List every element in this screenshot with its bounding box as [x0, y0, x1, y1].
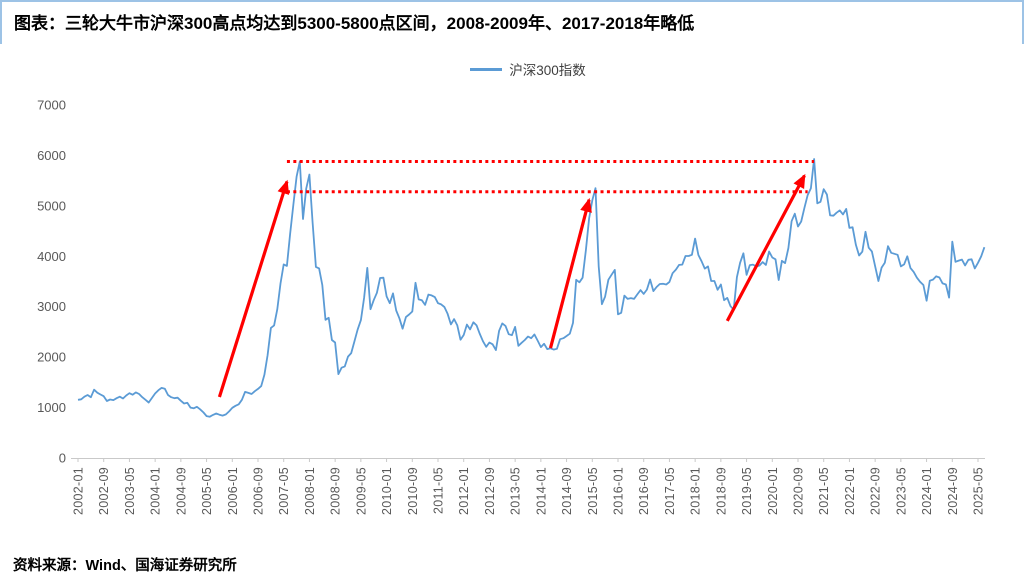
y-axis-tick-label: 3000 — [37, 299, 66, 314]
x-axis-tick-label: 2010-01 — [380, 467, 394, 515]
x-axis-tick-label: 2003-05 — [123, 467, 137, 515]
x-axis-tick-label: 2024-01 — [920, 467, 934, 515]
y-axis-tick-label: 4000 — [37, 249, 66, 264]
x-axis-tick-label: 2009-05 — [354, 467, 368, 515]
x-axis-tick-label: 2004-01 — [149, 467, 163, 515]
legend-line-marker — [470, 67, 503, 71]
x-axis-tick-label: 2018-01 — [689, 467, 703, 515]
x-axis-tick-label: 2013-05 — [509, 467, 523, 515]
csi300-series-line — [77, 158, 986, 418]
x-axis-tick-label: 2021-05 — [817, 467, 831, 515]
y-axis-tick-label: 2000 — [37, 350, 66, 365]
x-axis-tick-label: 2020-01 — [766, 467, 780, 515]
x-axis-tick-label: 2006-09 — [252, 467, 266, 515]
x-axis-tick-label: 2024-09 — [946, 467, 960, 515]
x-axis-tick-label: 2010-09 — [406, 467, 420, 515]
x-axis-tick-label: 2023-05 — [894, 467, 908, 515]
x-axis-tick-label: 2014-01 — [534, 467, 548, 515]
y-axis-tick-label: 1000 — [37, 400, 66, 415]
source-note: 资料来源：Wind、国海证券研究所 — [13, 558, 237, 574]
x-axis-tick-label: 2017-05 — [663, 467, 677, 515]
y-axis-tick-label: 5000 — [37, 198, 66, 213]
x-axis-tick-label: 2012-09 — [483, 467, 497, 515]
x-axis-tick-label: 2006-01 — [226, 467, 240, 515]
figure-title: 图表：三轮大牛市沪深300高点均达到5300-5800点区间，2008-2009… — [0, 0, 1024, 44]
x-axis-tick-label: 2012-01 — [457, 467, 471, 515]
x-axis-tick-label: 2015-05 — [586, 467, 600, 515]
y-axis-tick-label: 0 — [59, 451, 66, 466]
x-axis-tick-label: 2022-01 — [843, 467, 857, 515]
y-axis-tick-label: 7000 — [37, 98, 66, 113]
x-axis-tick-label: 2022-09 — [869, 467, 883, 515]
x-axis-tick-label: 2005-05 — [200, 467, 214, 515]
chart-legend: 沪深300指数 — [78, 59, 978, 79]
x-axis-tick-label: 2011-05 — [432, 467, 446, 514]
x-axis-tick-label: 2008-01 — [303, 467, 317, 515]
x-axis-tick-label: 2002-09 — [97, 467, 111, 515]
x-axis-tick-label: 2014-09 — [560, 467, 574, 515]
legend-series-label: 沪深300指数 — [509, 63, 586, 78]
x-axis-tick-label: 2018-09 — [714, 467, 728, 515]
x-axis-tick-label: 2004-09 — [174, 467, 188, 515]
x-axis-tick-label: 2019-05 — [740, 467, 754, 515]
x-axis-tick-label: 2002-01 — [72, 467, 86, 515]
x-axis-tick-label: 2016-01 — [612, 467, 626, 515]
y-axis-tick-label: 6000 — [37, 148, 66, 163]
x-axis-tick-label: 2020-09 — [792, 467, 806, 515]
bull-market-arrow — [725, 173, 806, 322]
x-axis-tick-label: 2007-05 — [277, 467, 291, 515]
bull-market-arrow — [548, 197, 592, 349]
x-axis-tick-label: 2025-05 — [972, 467, 986, 515]
bull-market-arrow — [217, 179, 290, 398]
x-axis-tick-label: 2008-09 — [329, 467, 343, 515]
x-axis-tick-label: 2016-09 — [637, 467, 651, 515]
